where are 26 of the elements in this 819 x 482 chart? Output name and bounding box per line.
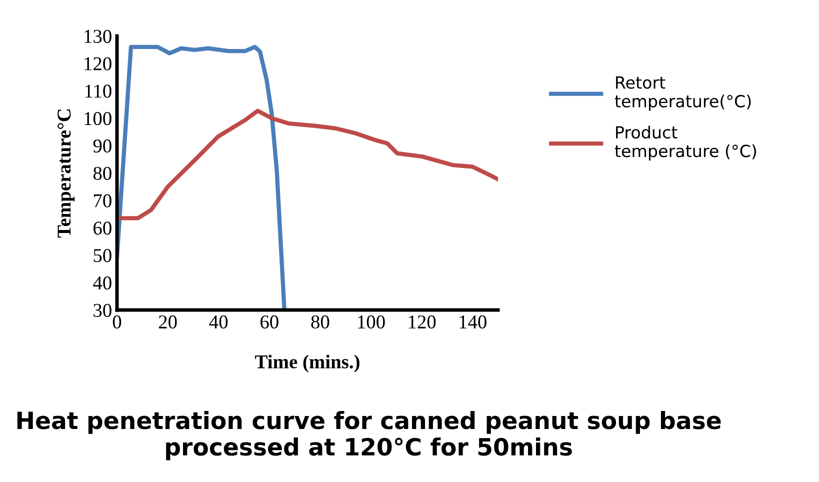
legend-label: Retort temperature(°C)	[614, 76, 751, 111]
y-tick-label: 100	[84, 112, 112, 126]
x-tick-label: 120	[408, 315, 436, 329]
x-tick-label: 80	[311, 315, 330, 329]
y-tick-label: 40	[93, 276, 112, 290]
x-tick-label: 0	[112, 315, 122, 329]
x-tick-label: 100	[358, 315, 385, 329]
y-tick-label: 60	[94, 222, 112, 235]
y-tick-label: 90	[93, 139, 112, 153]
x-tick-label: 40	[209, 315, 228, 329]
x-tick-label: 60	[260, 315, 278, 329]
y-axis-title: Temperature°C	[58, 110, 75, 238]
y-tick-label: 120	[84, 57, 112, 70]
x-axis-title: Time (mins.)	[255, 354, 360, 372]
x-tick-label: 20	[158, 315, 177, 329]
x-tick-label: 140	[460, 315, 486, 329]
y-tick-label: 30	[94, 304, 112, 317]
line-series	[117, 108, 498, 220]
y-tick-label: 80	[93, 166, 112, 180]
y-tick-label: 130	[84, 30, 112, 43]
legend-label: Product temperature (°C)	[614, 126, 756, 160]
y-tick-label: 50	[94, 249, 112, 262]
y-tick-label: 70	[94, 194, 112, 208]
text: Heat penetration curve for canned peanut soup base processed at 120°C for 50mins	[17, 411, 721, 460]
line-series	[117, 44, 286, 310]
y-tick-label: 110	[85, 84, 112, 98]
